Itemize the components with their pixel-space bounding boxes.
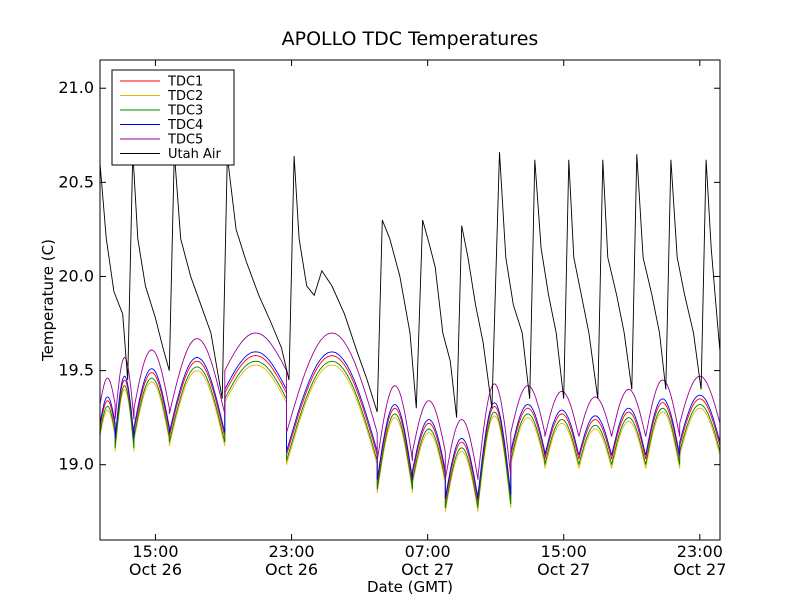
series-line-tdc4 (99, 351, 721, 499)
x-tick-date-label: Oct 27 (673, 560, 726, 579)
x-axis-title: Date (GMT) (367, 578, 453, 596)
x-tick-time-label: 15:00 (541, 542, 587, 561)
x-tick-time-label: 23:00 (268, 542, 314, 561)
series-layer (99, 152, 721, 512)
y-tick-label: 20.5 (58, 172, 94, 191)
chart-title: APOLLO TDC Temperatures (282, 28, 539, 50)
legend-label-tdc3: TDC3 (167, 104, 203, 119)
y-axis-title: Temperature (C) (39, 239, 57, 362)
legend-label-tdc4: TDC4 (167, 118, 203, 133)
x-tick-date-label: Oct 27 (537, 560, 590, 579)
legend-label-tdc5: TDC5 (167, 133, 203, 148)
series-line-tdc2 (99, 364, 721, 512)
x-tick-date-label: Oct 26 (265, 560, 318, 579)
y-tick-label: 20.0 (58, 266, 94, 285)
x-tick-date-label: Oct 27 (401, 560, 454, 579)
series-line-utah-air (99, 152, 721, 418)
x-tick-date-label: Oct 26 (129, 560, 182, 579)
series-line-tdc1 (99, 355, 721, 503)
x-tick-time-label: 23:00 (677, 542, 723, 561)
legend-label-tdc1: TDC1 (167, 75, 203, 90)
plot-frame (99, 59, 721, 541)
x-tick-time-label: 07:00 (405, 542, 451, 561)
legend-label-tdc2: TDC2 (167, 89, 203, 104)
series-line-tdc3 (99, 360, 721, 509)
legend-label-utah-air: Utah Air (168, 147, 221, 162)
y-tick-label: 19.5 (58, 361, 94, 380)
y-tick-label: 21.0 (58, 78, 94, 97)
legend-box (111, 69, 235, 166)
series-line-tdc5 (99, 332, 721, 480)
y-tick-label: 19.0 (58, 455, 94, 474)
x-tick-time-label: 15:00 (132, 542, 178, 561)
